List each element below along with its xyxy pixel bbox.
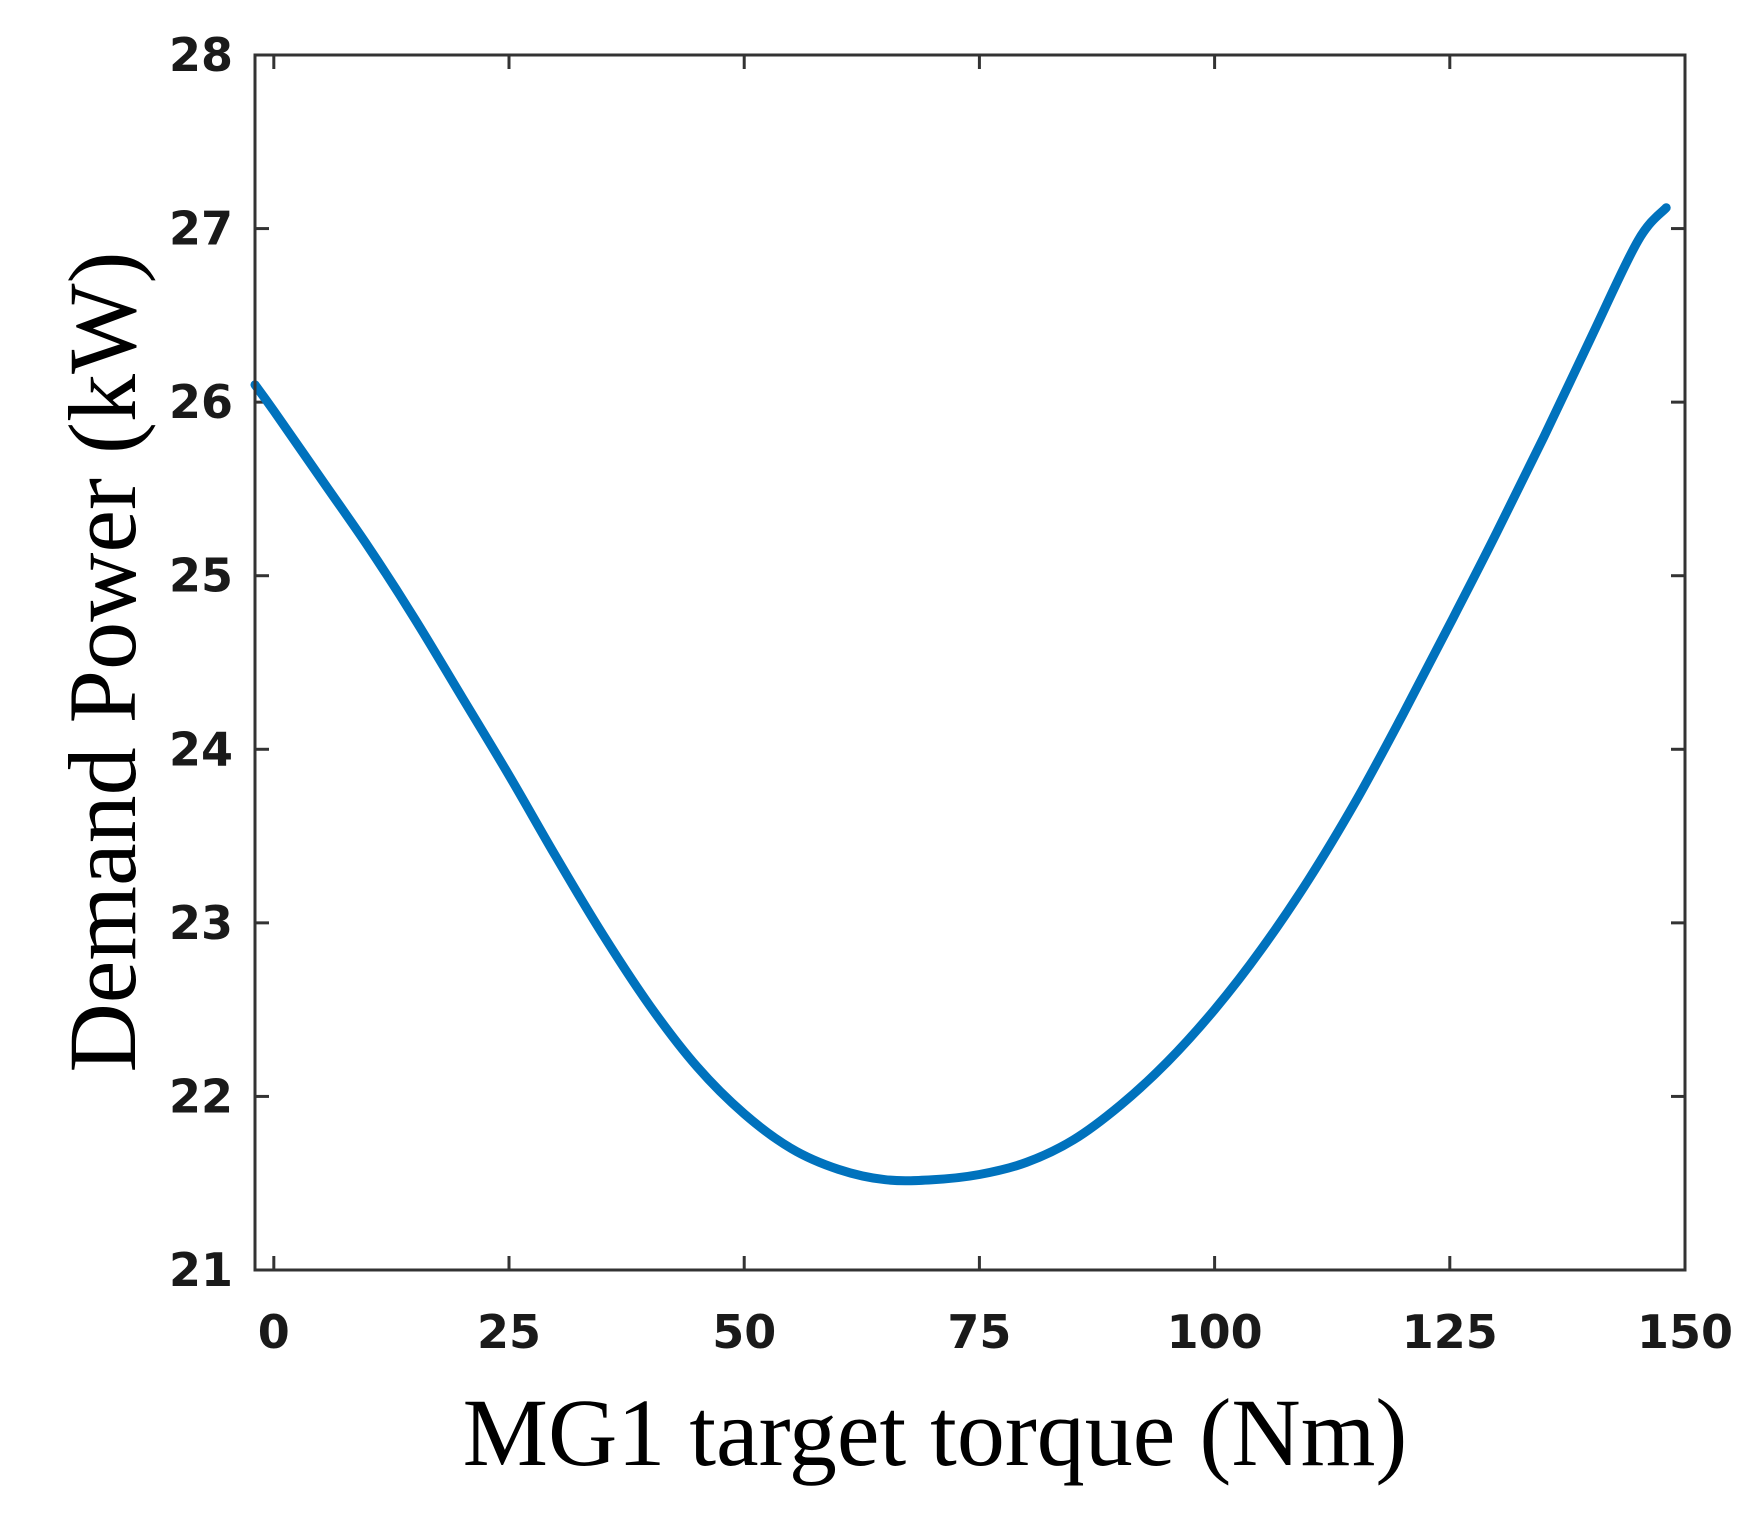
x-tick-label: 100 <box>1167 1305 1263 1359</box>
y-tick-label: 26 <box>169 375 233 429</box>
x-tick-label: 75 <box>947 1305 1011 1359</box>
y-tick-label: 21 <box>169 1243 233 1297</box>
x-tick-label: 25 <box>477 1305 541 1359</box>
y-tick-label: 28 <box>169 28 233 82</box>
x-tick-label: 150 <box>1637 1305 1733 1359</box>
y-tick-label: 23 <box>169 896 233 950</box>
y-tick-label: 22 <box>169 1069 233 1123</box>
x-tick-label: 0 <box>258 1305 290 1359</box>
y-tick-labels: 21 22 23 24 25 26 27 28 <box>169 28 233 1297</box>
x-tick-labels: 0 25 50 75 100 125 150 <box>258 1305 1733 1359</box>
x-tick-label: 50 <box>712 1305 776 1359</box>
y-axis-title: Demand Power (kW) <box>49 251 156 1072</box>
x-tick-label: 125 <box>1402 1305 1498 1359</box>
plot-frame <box>253 53 1687 1272</box>
y-tick-label: 27 <box>169 202 233 256</box>
series-line <box>250 203 1671 1186</box>
y-tick-label: 25 <box>169 549 233 603</box>
x-axis-title: MG1 target torque (Nm) <box>463 1379 1408 1486</box>
y-tick-label: 24 <box>169 722 233 776</box>
plot-area <box>255 55 1685 1270</box>
